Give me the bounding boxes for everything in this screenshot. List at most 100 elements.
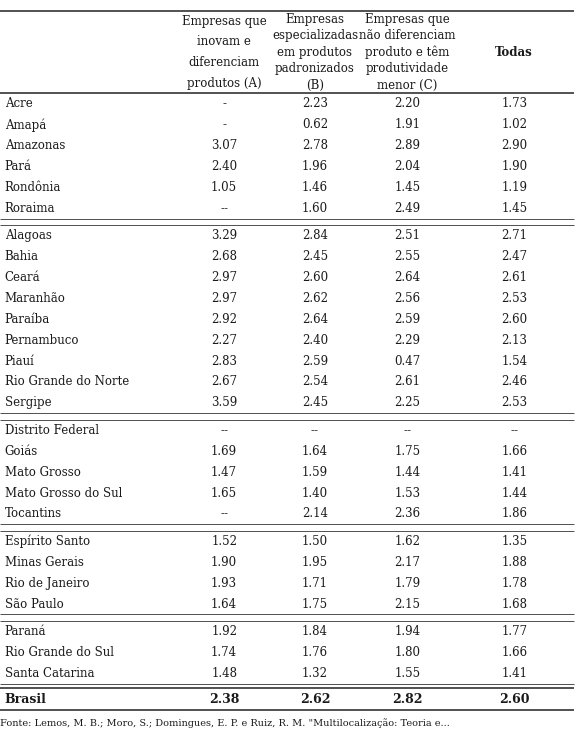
Text: Rio de Janeiro: Rio de Janeiro — [5, 577, 89, 590]
Text: 2.61: 2.61 — [501, 271, 527, 284]
Text: 1.68: 1.68 — [501, 598, 527, 611]
Text: Pará: Pará — [5, 160, 32, 173]
Text: Santa Catarina: Santa Catarina — [5, 667, 94, 680]
Text: 2.97: 2.97 — [211, 271, 237, 284]
Text: 2.60: 2.60 — [499, 693, 530, 707]
Text: 1.75: 1.75 — [302, 598, 328, 611]
Text: 2.38: 2.38 — [209, 693, 239, 707]
Text: 0.62: 0.62 — [302, 118, 328, 131]
Text: 2.97: 2.97 — [211, 292, 237, 305]
Text: 2.49: 2.49 — [394, 202, 420, 215]
Text: 2.40: 2.40 — [211, 160, 237, 173]
Text: --: -- — [220, 424, 228, 437]
Text: 1.74: 1.74 — [211, 646, 237, 659]
Text: 2.56: 2.56 — [394, 292, 420, 305]
Text: 1.92: 1.92 — [211, 625, 237, 638]
Text: diferenciam: diferenciam — [189, 56, 260, 69]
Text: Acre: Acre — [5, 97, 32, 110]
Text: 1.35: 1.35 — [501, 535, 527, 548]
Text: 2.17: 2.17 — [394, 556, 420, 569]
Text: 1.32: 1.32 — [302, 667, 328, 680]
Text: 2.64: 2.64 — [394, 271, 420, 284]
Text: --: -- — [403, 424, 411, 437]
Text: 3.29: 3.29 — [211, 230, 237, 242]
Text: Bahia: Bahia — [5, 250, 39, 263]
Text: 1.45: 1.45 — [394, 181, 420, 194]
Text: 0.47: 0.47 — [394, 355, 420, 367]
Text: 2.53: 2.53 — [501, 397, 527, 409]
Text: 2.83: 2.83 — [211, 355, 237, 367]
Text: 1.93: 1.93 — [211, 577, 237, 590]
Text: 1.79: 1.79 — [394, 577, 420, 590]
Text: 2.68: 2.68 — [211, 250, 237, 263]
Text: 2.54: 2.54 — [302, 375, 328, 389]
Text: 2.90: 2.90 — [501, 139, 527, 152]
Text: 2.51: 2.51 — [394, 230, 420, 242]
Text: 1.90: 1.90 — [211, 556, 237, 569]
Text: 1.48: 1.48 — [211, 667, 237, 680]
Text: (B): (B) — [306, 79, 324, 92]
Text: em produtos: em produtos — [278, 46, 352, 59]
Text: 3.07: 3.07 — [211, 139, 237, 152]
Text: 2.78: 2.78 — [302, 139, 328, 152]
Text: 2.27: 2.27 — [211, 333, 237, 347]
Text: --: -- — [220, 507, 228, 520]
Text: Minas Gerais: Minas Gerais — [5, 556, 84, 569]
Text: Paraná: Paraná — [5, 625, 46, 638]
Text: 2.62: 2.62 — [299, 693, 331, 707]
Text: 1.05: 1.05 — [211, 181, 237, 194]
Text: 1.66: 1.66 — [501, 445, 527, 458]
Text: 2.67: 2.67 — [211, 375, 237, 389]
Text: 2.59: 2.59 — [302, 355, 328, 367]
Text: 1.95: 1.95 — [302, 556, 328, 569]
Text: -: - — [222, 97, 226, 110]
Text: Amapá: Amapá — [5, 118, 46, 132]
Text: Tocantins: Tocantins — [5, 507, 62, 520]
Text: Distrito Federal: Distrito Federal — [5, 424, 99, 437]
Text: 1.75: 1.75 — [394, 445, 420, 458]
Text: 2.55: 2.55 — [394, 250, 420, 263]
Text: menor (C): menor (C) — [377, 79, 438, 92]
Text: 2.62: 2.62 — [302, 292, 328, 305]
Text: Paraíba: Paraíba — [5, 313, 50, 326]
Text: 2.45: 2.45 — [302, 250, 328, 263]
Text: 1.41: 1.41 — [501, 667, 527, 680]
Text: Maranhão: Maranhão — [5, 292, 66, 305]
Text: Rondônia: Rondônia — [5, 181, 61, 194]
Text: 2.25: 2.25 — [394, 397, 420, 409]
Text: --: -- — [311, 424, 319, 437]
Text: Mato Grosso: Mato Grosso — [5, 466, 80, 478]
Text: 1.88: 1.88 — [501, 556, 527, 569]
Text: 1.80: 1.80 — [394, 646, 420, 659]
Text: 2.60: 2.60 — [501, 313, 527, 326]
Text: 1.44: 1.44 — [501, 486, 527, 500]
Text: inovam e: inovam e — [197, 35, 251, 49]
Text: 2.04: 2.04 — [394, 160, 420, 173]
Text: 2.15: 2.15 — [394, 598, 420, 611]
Text: Amazonas: Amazonas — [5, 139, 65, 152]
Text: 1.84: 1.84 — [302, 625, 328, 638]
Text: 2.40: 2.40 — [302, 333, 328, 347]
Text: 1.54: 1.54 — [501, 355, 527, 367]
Text: 1.69: 1.69 — [211, 445, 237, 458]
Text: Sergipe: Sergipe — [5, 397, 52, 409]
Text: 1.60: 1.60 — [302, 202, 328, 215]
Text: 1.94: 1.94 — [394, 625, 420, 638]
Text: 1.86: 1.86 — [501, 507, 527, 520]
Text: 1.73: 1.73 — [501, 97, 527, 110]
Text: Roraima: Roraima — [5, 202, 55, 215]
Text: Empresas que: Empresas que — [182, 15, 267, 28]
Text: 1.52: 1.52 — [211, 535, 237, 548]
Text: produtividade: produtividade — [366, 63, 449, 75]
Text: 1.59: 1.59 — [302, 466, 328, 478]
Text: 1.45: 1.45 — [501, 202, 527, 215]
Text: produtos (A): produtos (A) — [187, 77, 261, 90]
Text: 2.53: 2.53 — [501, 292, 527, 305]
Text: Piauí: Piauí — [5, 355, 35, 367]
Text: 2.84: 2.84 — [302, 230, 328, 242]
Text: --: -- — [510, 424, 518, 437]
Text: 2.45: 2.45 — [302, 397, 328, 409]
Text: 1.64: 1.64 — [211, 598, 237, 611]
Text: 1.40: 1.40 — [302, 486, 328, 500]
Text: 1.53: 1.53 — [394, 486, 420, 500]
